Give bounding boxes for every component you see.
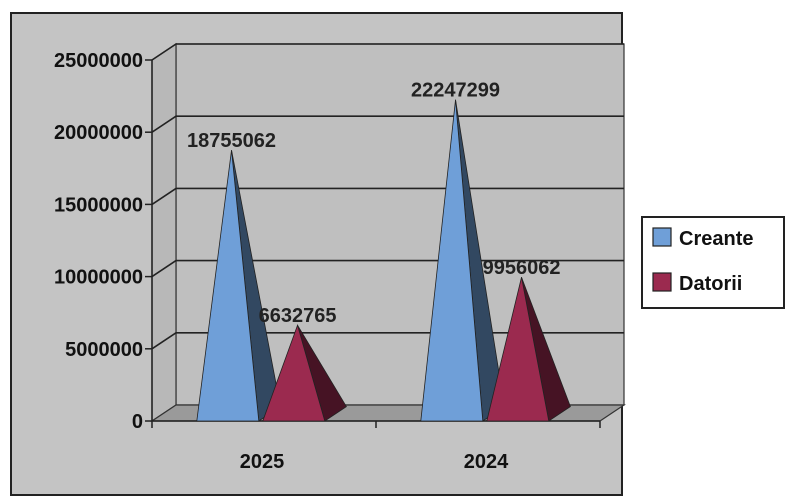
legend: Creante Datorii — [641, 216, 785, 309]
y-axis: 0 5000000 10000000 15000000 20000000 25000000 — [54, 50, 153, 433]
side-wall — [151, 42, 177, 423]
data-labels: 18755062 6632765 22247299 9956062 — [187, 80, 560, 327]
pyramid-creante-2025 — [196, 150, 281, 422]
legend-label-creante: Creante — [679, 228, 753, 250]
pyramid-datorii-2024 — [486, 277, 571, 422]
y-tick-label: 25000000 — [54, 50, 143, 72]
y-tick-label: 0 — [132, 411, 143, 433]
legend-swatch-datorii — [652, 272, 672, 292]
pyramid-bars — [196, 99, 571, 422]
data-label: 6632765 — [259, 305, 337, 327]
x-tick-label: 2024 — [464, 451, 509, 473]
pyramid-front-face — [420, 99, 484, 422]
gridline — [151, 115, 624, 133]
legend-swatch-creante — [652, 227, 672, 247]
pyramid-datorii-2025 — [262, 323, 347, 422]
pyramid-front-face — [486, 277, 550, 422]
y-tick-label: 15000000 — [54, 194, 143, 216]
y-tick-label: 20000000 — [54, 122, 143, 144]
legend-label-datorii: Datorii — [679, 273, 742, 295]
gridline — [151, 43, 624, 61]
x-tick-label: 2025 — [240, 451, 285, 473]
data-label: 22247299 — [411, 80, 500, 102]
data-label: 9956062 — [483, 257, 561, 279]
pyramid-creante-2024 — [420, 99, 505, 422]
pyramid-front-face — [262, 323, 326, 422]
pyramid-front-face — [196, 150, 260, 422]
gridline — [151, 187, 624, 206]
y-tick-label: 5000000 — [65, 339, 143, 361]
data-label: 18755062 — [187, 130, 276, 152]
y-tick-label: 10000000 — [54, 267, 143, 289]
